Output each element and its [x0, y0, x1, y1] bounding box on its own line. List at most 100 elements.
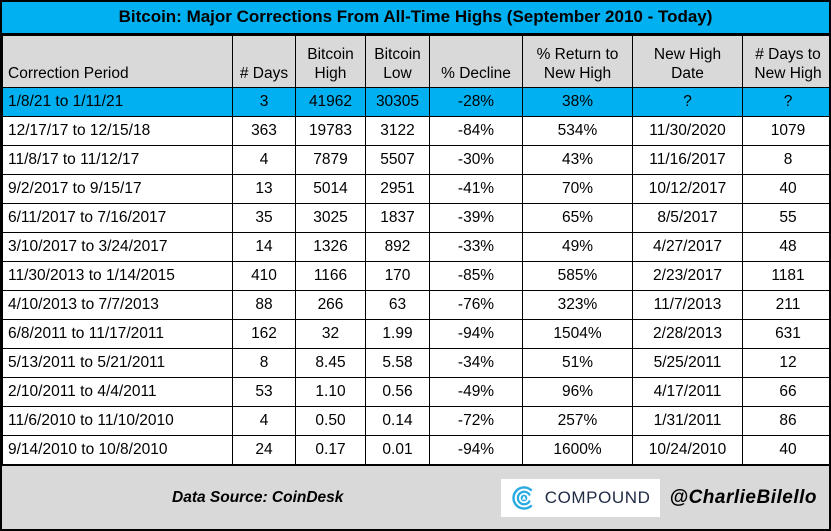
cell-num-days: 4	[232, 145, 296, 175]
cell-bitcoin-low: 0.01	[365, 435, 430, 465]
table-row: 12/17/17 to 12/15/18 363 19783 3122 -84% 534%…	[2, 116, 829, 146]
compound-logo-icon	[512, 485, 532, 510]
cell-period: 4/10/2013 to 7/7/2013	[2, 290, 233, 320]
footer-bar: Data Source: CoinDesk COMPOUND @CharlieB…	[2, 465, 829, 529]
cell-new-high-date: 10/12/2017	[632, 174, 743, 204]
cell-num-days: 162	[232, 319, 296, 349]
cell-new-high-date: ?	[632, 87, 743, 117]
cell-bitcoin-low: 2951	[365, 174, 430, 204]
cell-pct-decline: -39%	[429, 203, 523, 233]
cell-pct-return: 65%	[522, 203, 633, 233]
cell-period: 5/13/2011 to 5/21/2011	[2, 348, 233, 378]
cell-new-high-date: 11/16/2017	[632, 145, 743, 175]
cell-new-high-date: 4/27/2017	[632, 232, 743, 262]
cell-pct-return: 1600%	[522, 435, 633, 465]
cell-days-to-new-high: 1181	[742, 261, 829, 291]
cell-pct-return: 96%	[522, 377, 633, 407]
cell-new-high-date: 2/28/2013	[632, 319, 743, 349]
header-cell-pct-decline: % Decline	[429, 35, 523, 88]
cell-days-to-new-high: 631	[742, 319, 829, 349]
page-title: Bitcoin: Major Corrections From All-Time…	[2, 2, 829, 35]
cell-days-to-new-high: 12	[742, 348, 829, 378]
table-row: 11/6/2010 to 11/10/2010 4 0.50 0.14 -72% 257%…	[2, 406, 829, 436]
cell-period: 6/11/2017 to 7/16/2017	[2, 203, 233, 233]
cell-pct-decline: -41%	[429, 174, 523, 204]
cell-num-days: 53	[232, 377, 296, 407]
cell-new-high-date: 5/25/2011	[632, 348, 743, 378]
cell-bitcoin-low: 1837	[365, 203, 430, 233]
cell-days-to-new-high: 86	[742, 406, 829, 436]
header-cell-num-days: # Days	[232, 35, 296, 88]
cell-bitcoin-low: 0.56	[365, 377, 430, 407]
cell-bitcoin-high: 1326	[295, 232, 366, 262]
cell-period: 12/17/17 to 12/15/18	[2, 116, 233, 146]
table-body: 1/8/21 to 1/11/21 3 41962 30305 -28% 38%?? 12/…	[2, 87, 829, 465]
cell-bitcoin-low: 3122	[365, 116, 430, 146]
compound-logo: COMPOUND	[500, 478, 660, 517]
cell-days-to-new-high: 8	[742, 145, 829, 175]
cell-pct-decline: -94%	[429, 319, 523, 349]
cell-days-to-new-high: 1079	[742, 116, 829, 146]
cell-bitcoin-high: 1166	[295, 261, 366, 291]
cell-num-days: 410	[232, 261, 296, 291]
corrections-table: Correction Period # Days Bitcoin High Bi…	[2, 35, 829, 465]
cell-bitcoin-low: 5507	[365, 145, 430, 175]
cell-bitcoin-high: 0.17	[295, 435, 366, 465]
cell-new-high-date: 10/24/2010	[632, 435, 743, 465]
header-cell-days-to-new-high: # Days to New High	[742, 35, 829, 88]
cell-pct-decline: -49%	[429, 377, 523, 407]
cell-period: 6/8/2011 to 11/17/2011	[2, 319, 233, 349]
cell-pct-return: 51%	[522, 348, 633, 378]
data-source-label: Data Source: CoinDesk	[172, 488, 344, 506]
cell-period: 9/14/2010 to 10/8/2010	[2, 435, 233, 465]
cell-num-days: 13	[232, 174, 296, 204]
twitter-handle: @CharlieBilello	[669, 486, 817, 508]
table-row: 5/13/2011 to 5/21/2011 8 8.45 5.58 -34% 51% 5/…	[2, 348, 829, 378]
cell-bitcoin-low: 5.58	[365, 348, 430, 378]
cell-pct-return: 585%	[522, 261, 633, 291]
cell-period: 3/10/2017 to 3/24/2017	[2, 232, 233, 262]
cell-days-to-new-high: ?	[742, 87, 829, 117]
cell-pct-return: 534%	[522, 116, 633, 146]
cell-bitcoin-high: 7879	[295, 145, 366, 175]
cell-pct-decline: -76%	[429, 290, 523, 320]
table-row: 1/8/21 to 1/11/21 3 41962 30305 -28% 38%??	[2, 87, 829, 117]
cell-pct-decline: -85%	[429, 261, 523, 291]
header-row: Correction Period # Days Bitcoin High Bi…	[2, 35, 829, 88]
cell-bitcoin-high: 1.10	[295, 377, 366, 407]
cell-bitcoin-low: 63	[365, 290, 430, 320]
cell-pct-decline: -33%	[429, 232, 523, 262]
cell-period: 11/8/17 to 11/12/17	[2, 145, 233, 175]
cell-bitcoin-high: 8.45	[295, 348, 366, 378]
cell-pct-return: 49%	[522, 232, 633, 262]
cell-bitcoin-high: 5014	[295, 174, 366, 204]
cell-pct-return: 323%	[522, 290, 633, 320]
header-cell-period: Correction Period	[2, 35, 233, 88]
cell-bitcoin-low: 892	[365, 232, 430, 262]
cell-pct-return: 38%	[522, 87, 633, 117]
cell-days-to-new-high: 55	[742, 203, 829, 233]
table-row: 11/8/17 to 11/12/17 4 7879 5507 -30% 43% 11/16…	[2, 145, 829, 175]
cell-num-days: 14	[232, 232, 296, 262]
cell-days-to-new-high: 40	[742, 174, 829, 204]
cell-bitcoin-low: 0.14	[365, 406, 430, 436]
cell-pct-decline: -34%	[429, 348, 523, 378]
cell-pct-return: 70%	[522, 174, 633, 204]
cell-pct-decline: -72%	[429, 406, 523, 436]
compound-logo-text: COMPOUND	[544, 487, 651, 507]
cell-bitcoin-high: 3025	[295, 203, 366, 233]
cell-pct-decline: -94%	[429, 435, 523, 465]
cell-pct-decline: -30%	[429, 145, 523, 175]
cell-new-high-date: 1/31/2011	[632, 406, 743, 436]
cell-num-days: 8	[232, 348, 296, 378]
cell-num-days: 3	[232, 87, 296, 117]
cell-bitcoin-low: 30305	[365, 87, 430, 117]
cell-days-to-new-high: 66	[742, 377, 829, 407]
table-row: 9/2/2017 to 9/15/17 13 5014 2951 -41% 70% 10/1…	[2, 174, 829, 204]
cell-pct-return: 1504%	[522, 319, 633, 349]
cell-pct-decline: -84%	[429, 116, 523, 146]
table-row: 6/8/2011 to 11/17/2011 162 32 1.99 -94% 1504%…	[2, 319, 829, 349]
cell-new-high-date: 8/5/2017	[632, 203, 743, 233]
header-cell-pct-return: % Return to New High	[522, 35, 633, 88]
cell-new-high-date: 11/30/2020	[632, 116, 743, 146]
